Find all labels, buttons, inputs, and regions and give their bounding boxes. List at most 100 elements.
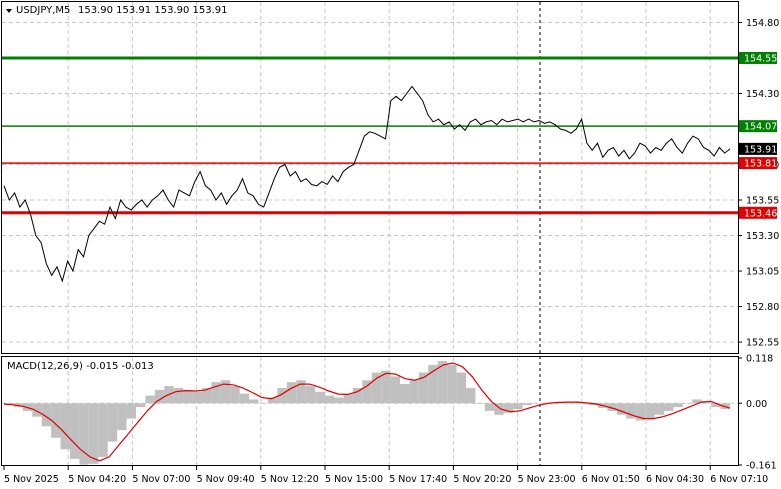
macd-bar — [70, 403, 80, 459]
macd-bar — [701, 401, 712, 404]
time-tick-label: 6 Nov 01:50 — [582, 474, 640, 485]
symbol-dropdown-icon[interactable] — [6, 9, 12, 13]
macd-bar — [484, 403, 495, 411]
macd-bar — [117, 403, 127, 431]
price-grid — [2, 2, 738, 353]
macd-bar — [447, 364, 457, 404]
macd-bar — [239, 393, 250, 404]
time-tick-label: 6 Nov 07:10 — [710, 474, 768, 485]
time-tick-label: 5 Nov 20:20 — [453, 474, 511, 485]
price-line — [3, 85, 731, 283]
symbol-label: USDJPY,M5 — [16, 5, 70, 16]
time-tick-label: 5 Nov 15:00 — [325, 474, 383, 485]
level-label-box — [739, 120, 777, 133]
macd-histogram — [4, 361, 730, 465]
macd-bar — [409, 380, 419, 404]
price-tick-label: 153.55 — [746, 196, 779, 207]
macd-bar — [645, 403, 655, 419]
macd-bar — [400, 384, 410, 404]
macd-signal-path — [3, 362, 731, 462]
macd-bar — [579, 403, 589, 404]
level-label: 153.46 — [744, 208, 777, 219]
macd-bar — [381, 370, 391, 404]
macd-bar — [107, 403, 118, 442]
macd-bar — [286, 382, 297, 404]
price-panel-frame — [1, 1, 739, 354]
level-price-labels: 154.55 154.07 153.81 153.46 153.91 — [739, 51, 777, 219]
macd-bar — [136, 403, 146, 408]
macd-bar — [126, 403, 136, 419]
macd-bar — [541, 402, 551, 404]
time-tick-label: 5 Nov 23:00 — [518, 474, 576, 485]
macd-bar — [626, 403, 636, 419]
macd-bar — [466, 387, 476, 404]
level-label-box — [739, 206, 777, 219]
macd-bar — [324, 395, 334, 404]
price-tick-label: 154.80 — [746, 18, 779, 29]
price-tick-label: 153.05 — [746, 267, 779, 278]
macd-tick-label: -0.161 — [746, 461, 777, 472]
macd-bar — [305, 385, 316, 404]
macd-bar — [475, 403, 485, 404]
macd-bar — [60, 403, 70, 450]
macd-bar — [343, 393, 353, 404]
macd-bar — [503, 403, 514, 413]
macd-bar — [513, 403, 523, 410]
macd-bar — [682, 403, 693, 404]
macd-bar — [211, 382, 221, 404]
macd-bar — [569, 402, 580, 404]
macd-bar — [154, 389, 165, 404]
macd-bar — [616, 403, 627, 415]
macd-bar — [220, 380, 231, 404]
macd-tick-label: 0.00 — [746, 399, 767, 410]
support-resistance-levels — [2, 56, 738, 215]
time-tick-label: 5 Nov 07:00 — [132, 474, 190, 485]
macd-bar — [183, 389, 193, 404]
price-tick-label: 152.55 — [746, 338, 779, 349]
macd-bar — [352, 387, 363, 404]
macd-bar — [79, 403, 89, 465]
time-tick-label: 5 Nov 09:40 — [197, 474, 255, 485]
time-axis: 5 Nov 2025 5 Nov 04:20 5 Nov 07:00 5 Nov 09… — [3, 466, 768, 485]
macd-signal-line — [3, 362, 731, 462]
price-y-axis: 154.80154.30153.80153.55153.30153.05152.… — [738, 18, 779, 349]
macd-bar — [277, 387, 287, 404]
macd-bar — [532, 403, 542, 404]
price-series — [3, 85, 731, 283]
macd-bar — [88, 403, 99, 464]
price-tick-label: 153.30 — [746, 231, 779, 242]
macd-bar — [362, 380, 372, 404]
time-tick-label: 5 Nov 04:20 — [68, 474, 126, 485]
macd-bar — [522, 403, 532, 406]
macd-bar — [268, 397, 278, 404]
macd-bar — [192, 391, 202, 404]
macd-bar — [711, 403, 721, 408]
macd-bar — [230, 385, 240, 404]
macd-bar — [635, 403, 646, 421]
macd-header: MACD(12,26,9) -0.015 -0.013 — [7, 361, 154, 372]
macd-bar — [664, 403, 674, 411]
level-label: 154.07 — [744, 122, 777, 133]
current-price-label: 153.91 — [744, 144, 777, 155]
macd-bar — [51, 403, 61, 438]
macd-y-axis: 0.118 0.00 -0.161 — [738, 354, 777, 472]
current-price-box — [739, 142, 777, 155]
macd-bar — [296, 380, 306, 404]
level-label: 154.55 — [744, 53, 777, 64]
macd-bar — [334, 397, 344, 404]
macd-bar — [390, 376, 400, 404]
macd-bar — [249, 399, 259, 404]
price-tick-label: 152.80 — [746, 302, 779, 313]
macd-bar — [258, 403, 268, 404]
macd-bar — [418, 372, 429, 404]
macd-bar — [315, 391, 325, 404]
macd-bar — [673, 403, 683, 408]
macd-bar — [692, 399, 702, 404]
macd-bar — [371, 372, 382, 404]
macd-bar — [494, 403, 504, 415]
level-label-box — [739, 157, 777, 170]
macd-bar — [145, 395, 155, 404]
level-label: 153.81 — [744, 159, 777, 170]
price-tick-label: 154.30 — [746, 89, 779, 100]
